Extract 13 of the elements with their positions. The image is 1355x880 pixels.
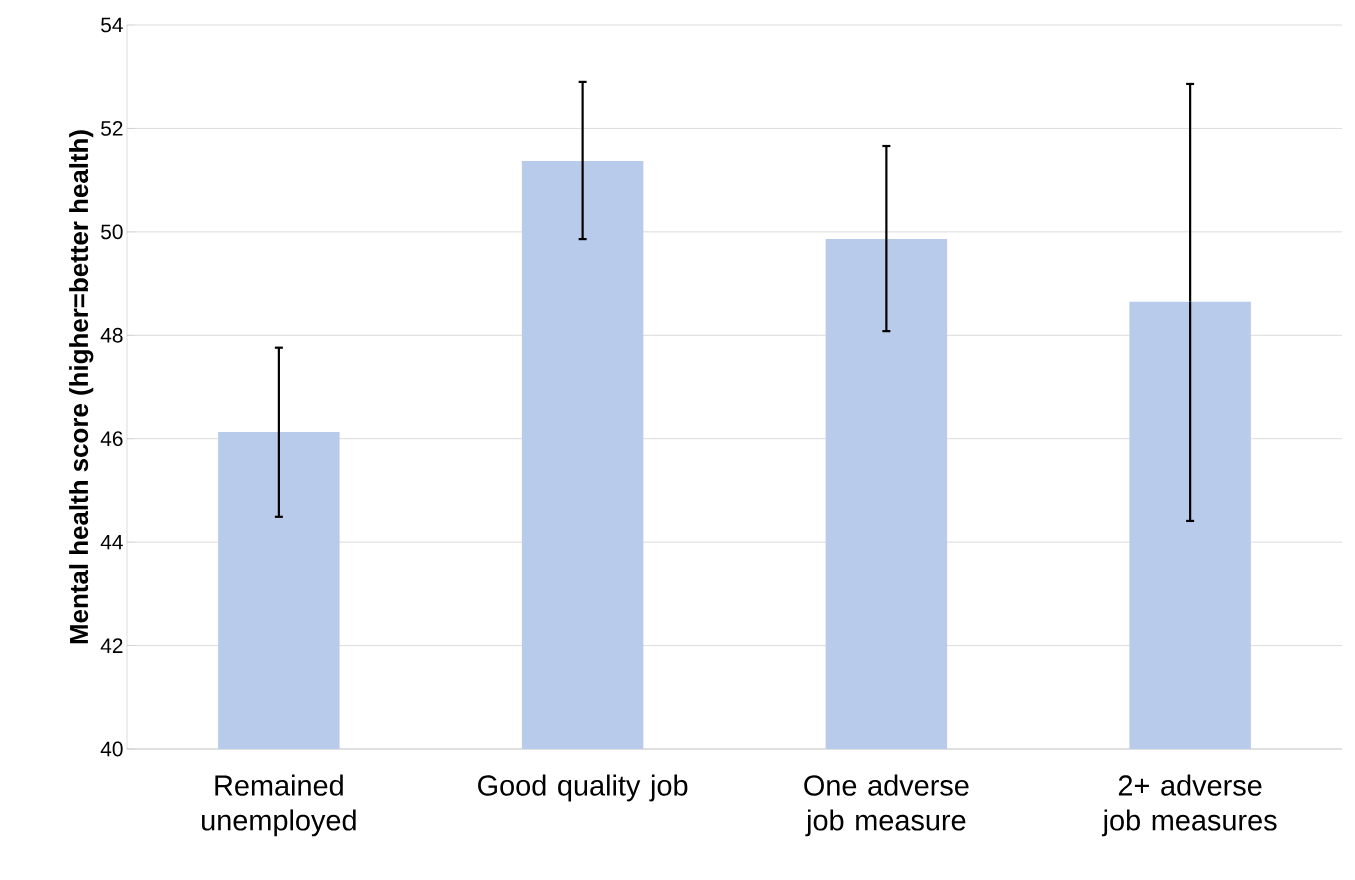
y-tick-label: 44 (100, 534, 123, 550)
y-tick-label: 42 (100, 638, 123, 653)
y-axis-title: Mental health score (higher=better health) (69, 130, 94, 644)
y-tick-label: 46 (100, 431, 123, 447)
y-tick-label: 50 (101, 224, 123, 240)
x-tick-label: One adverse job measure (804, 774, 969, 837)
y-tick-label: 48 (100, 327, 123, 343)
y-tick-label: 52 (101, 121, 123, 136)
y-tick-label: 54 (101, 17, 123, 33)
x-tick-label: Good quality job (478, 774, 688, 802)
y-tick-label: 40 (100, 741, 123, 757)
x-tick-label: 2+ adverse job measures (1101, 774, 1277, 837)
x-tick-label: Remained unemployed (202, 774, 356, 837)
